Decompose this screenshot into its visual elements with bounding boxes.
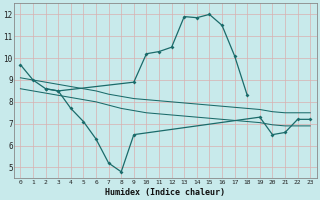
X-axis label: Humidex (Indice chaleur): Humidex (Indice chaleur) — [105, 188, 225, 197]
